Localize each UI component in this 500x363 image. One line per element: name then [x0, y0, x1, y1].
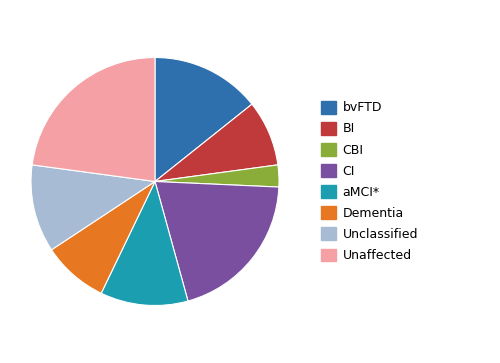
Wedge shape [155, 57, 252, 182]
Wedge shape [155, 182, 279, 301]
Wedge shape [155, 165, 279, 187]
Wedge shape [31, 165, 155, 250]
Wedge shape [155, 104, 278, 182]
Wedge shape [101, 182, 188, 306]
Wedge shape [52, 182, 155, 293]
Wedge shape [32, 57, 155, 182]
Legend: bvFTD, BI, CBI, CI, aMCI*, Dementia, Unclassified, Unaffected: bvFTD, BI, CBI, CI, aMCI*, Dementia, Unc… [316, 96, 423, 267]
